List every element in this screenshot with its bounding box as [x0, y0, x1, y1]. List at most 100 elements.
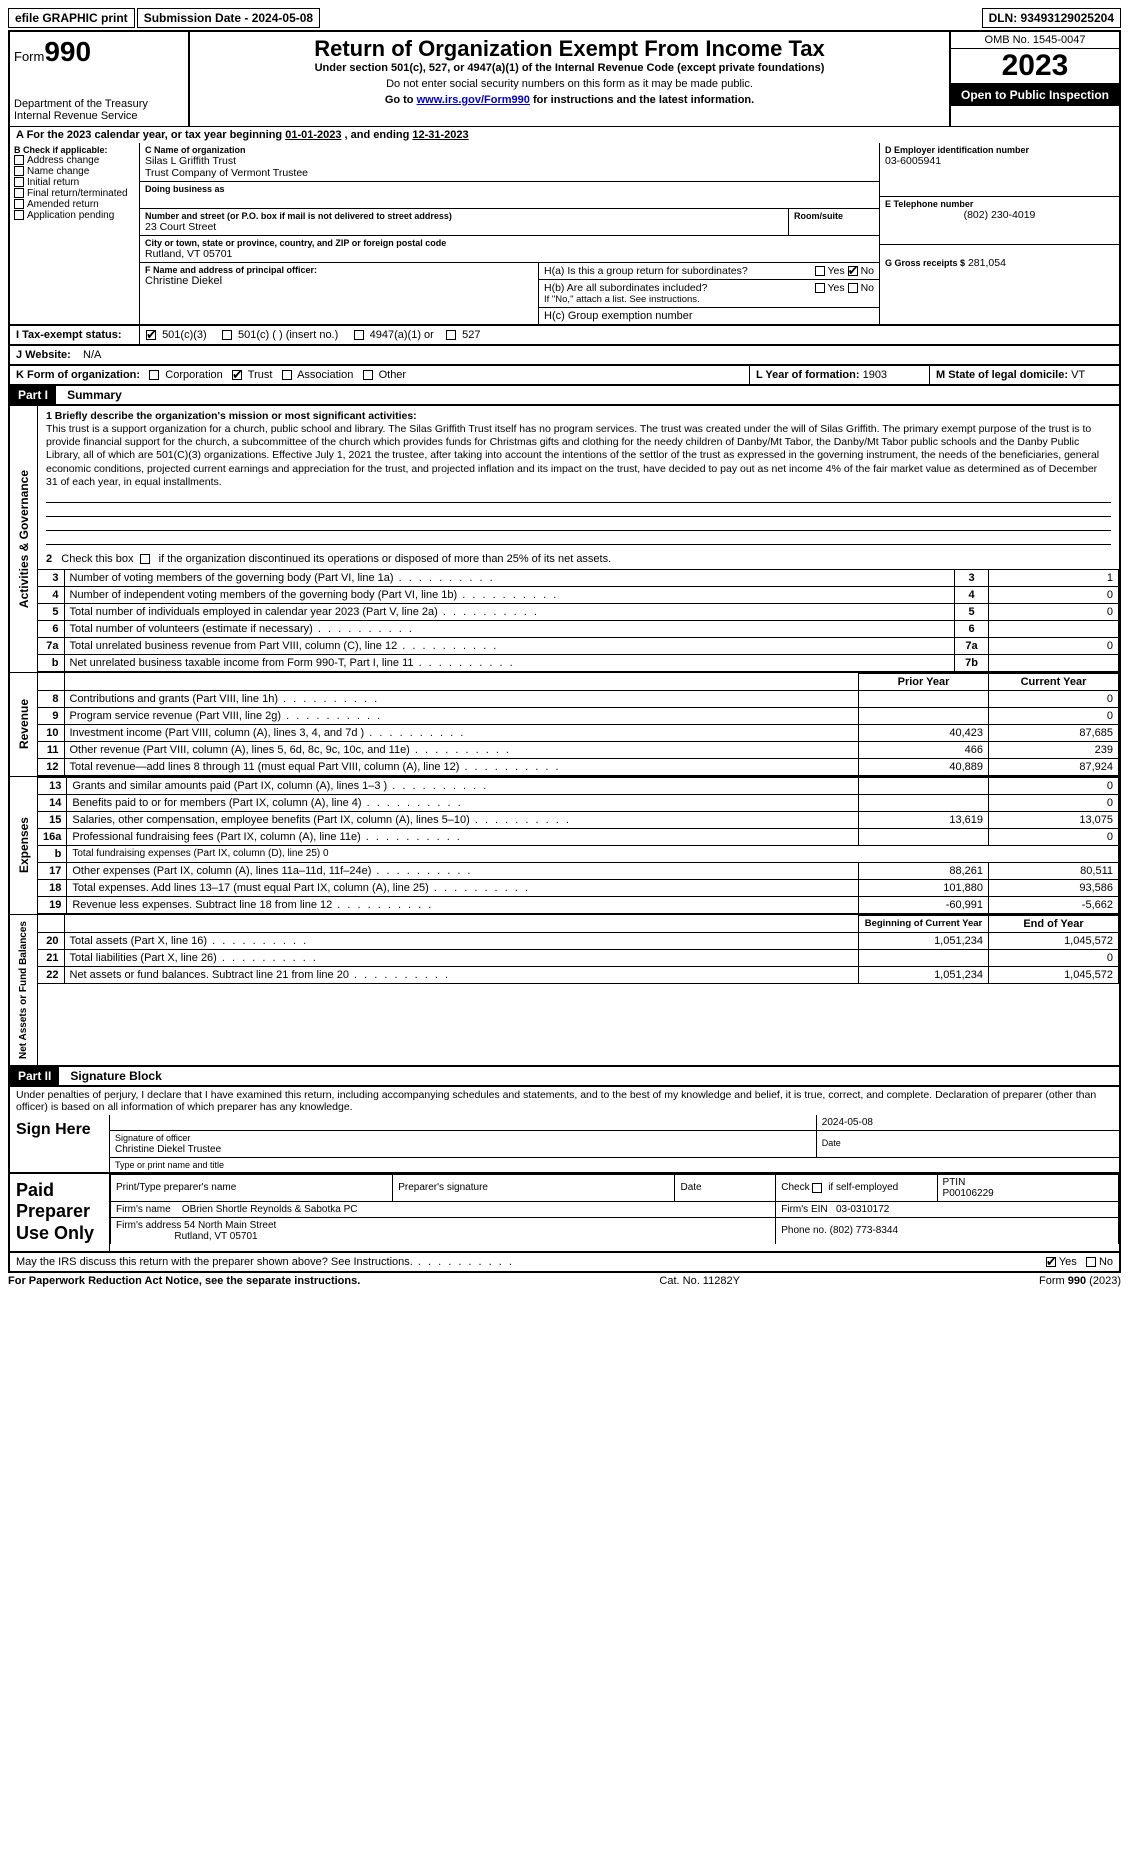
- part2-title: Signature Block: [62, 1067, 169, 1085]
- chk-address-change[interactable]: Address change: [14, 155, 135, 166]
- section-expenses: Expenses 13Grants and similar amounts pa…: [8, 777, 1121, 915]
- dba-cell: Doing business as: [140, 182, 879, 209]
- chk-discontinued[interactable]: [140, 554, 150, 564]
- dept-irs: Internal Revenue Service: [14, 110, 184, 122]
- exp-row: bTotal fundraising expenses (Part IX, co…: [38, 845, 1119, 862]
- rev-table: Prior Year Current Year 8Contributions a…: [38, 673, 1119, 776]
- chk-trust[interactable]: [232, 370, 242, 380]
- mission-text: This trust is a support organization for…: [46, 423, 1111, 489]
- chk-assoc[interactable]: [282, 370, 292, 380]
- current-year-header: Current Year: [989, 673, 1119, 690]
- row-k: K Form of organization: Corporation Trus…: [8, 366, 1121, 386]
- officer-name: Christine Diekel Trustee: [115, 1144, 221, 1155]
- ha-yes[interactable]: [815, 266, 825, 276]
- ha-no[interactable]: [848, 266, 858, 276]
- hb-no[interactable]: [848, 283, 858, 293]
- h-b: H(b) Are all subordinates included? Yes …: [539, 280, 879, 308]
- blank-line: [46, 505, 1111, 517]
- net-table: Beginning of Current Year End of Year 20…: [38, 915, 1119, 984]
- addr-cell: Number and street (or P.O. box if mail i…: [140, 209, 879, 236]
- org-name-1: Silas L Griffith Trust: [145, 155, 874, 167]
- subtitle-2: Do not enter social security numbers on …: [196, 78, 943, 90]
- org-name-cell: C Name of organization Silas L Griffith …: [140, 143, 879, 182]
- part1-badge: Part I: [10, 386, 56, 404]
- f-and-h: F Name and address of principal officer:…: [140, 263, 879, 324]
- col-b-header: B Check if applicable:: [14, 145, 135, 155]
- rev-row: 9Program service revenue (Part VIII, lin…: [38, 707, 1119, 724]
- form-number: 990: [44, 36, 91, 67]
- discuss-no[interactable]: [1086, 1257, 1096, 1267]
- chk-corp[interactable]: [149, 370, 159, 380]
- exp-row: 15Salaries, other compensation, employee…: [38, 811, 1119, 828]
- paid-preparer-section: Paid Preparer Use Only Print/Type prepar…: [8, 1174, 1121, 1253]
- exp-row: 13Grants and similar amounts paid (Part …: [38, 777, 1119, 794]
- footer-right: Form 990 (2023): [1039, 1275, 1121, 1287]
- org-name-label: C Name of organization: [145, 145, 874, 155]
- chk-amended[interactable]: Amended return: [14, 199, 135, 210]
- firm-name: OBrien Shortle Reynolds & Sabotka PC: [182, 1204, 358, 1215]
- irs-link[interactable]: www.irs.gov/Form990: [417, 94, 530, 106]
- side-rev: Revenue: [10, 673, 38, 776]
- col-c: C Name of organization Silas L Griffith …: [140, 143, 879, 324]
- footer: For Paperwork Reduction Act Notice, see …: [8, 1273, 1121, 1289]
- exp-row: 14Benefits paid to or for members (Part …: [38, 794, 1119, 811]
- ein-label: D Employer identification number: [885, 145, 1114, 155]
- exp-row: 18Total expenses. Add lines 13–17 (must …: [38, 879, 1119, 896]
- chk-other[interactable]: [363, 370, 373, 380]
- firm-phone: (802) 773-8344: [830, 1225, 898, 1236]
- gov-table: 3Number of voting members of the governi…: [38, 569, 1119, 672]
- f-name: Christine Diekel: [145, 275, 533, 287]
- side-exp: Expenses: [10, 777, 38, 914]
- exp-row: 16aProfessional fundraising fees (Part I…: [38, 828, 1119, 845]
- end-year-header: End of Year: [989, 915, 1119, 932]
- hb-yes[interactable]: [815, 283, 825, 293]
- gov-row: 6Total number of volunteers (estimate if…: [38, 620, 1119, 637]
- form-word: Form: [14, 49, 44, 64]
- sign-section: Sign Here 2024-05-08 Signature of office…: [8, 1115, 1121, 1174]
- row-j: J Website: N/A: [8, 346, 1121, 366]
- chk-501c3[interactable]: [146, 330, 156, 340]
- f-label: F Name and address of principal officer:: [145, 265, 533, 275]
- chk-501c[interactable]: [222, 330, 232, 340]
- room-label: Room/suite: [794, 211, 874, 221]
- phone-label: E Telephone number: [885, 199, 1114, 209]
- firm-addr2: Rutland, VT 05701: [174, 1231, 257, 1242]
- footer-left: For Paperwork Reduction Act Notice, see …: [8, 1275, 360, 1287]
- chk-final-return[interactable]: Final return/terminated: [14, 188, 135, 199]
- begin-year-header: Beginning of Current Year: [859, 915, 989, 932]
- phone-value: (802) 230-4019: [885, 209, 1114, 221]
- firm-ein: 03-0310172: [836, 1204, 889, 1215]
- open-public: Open to Public Inspection: [951, 84, 1119, 106]
- preparer-date-header: Date: [675, 1174, 776, 1201]
- header-right: OMB No. 1545-0047 2023 Open to Public In…: [949, 32, 1119, 126]
- website-value: N/A: [83, 349, 101, 361]
- mission-block: 1 Briefly describe the organization's mi…: [38, 406, 1119, 549]
- top-bar: efile GRAPHIC print Submission Date - 20…: [8, 8, 1121, 28]
- ein-cell: D Employer identification number 03-6005…: [880, 143, 1119, 197]
- discuss-yes[interactable]: [1046, 1257, 1056, 1267]
- part2-header-row: Part II Signature Block: [8, 1067, 1121, 1087]
- chk-app-pending[interactable]: Application pending: [14, 210, 135, 221]
- addr-label: Number and street (or P.O. box if mail i…: [145, 211, 783, 221]
- firm-addr-label: Firm's address: [116, 1220, 181, 1231]
- rev-row: 12Total revenue—add lines 8 through 11 (…: [38, 758, 1119, 775]
- rev-row: 11Other revenue (Part VIII, column (A), …: [38, 741, 1119, 758]
- row-i-label: I Tax-exempt status:: [10, 326, 140, 344]
- omb-number: OMB No. 1545-0047: [951, 32, 1119, 49]
- gov-row: 3Number of voting members of the governi…: [38, 569, 1119, 586]
- dln: DLN: 93493129025204: [982, 8, 1121, 28]
- ptin-label: PTIN: [943, 1177, 966, 1188]
- hb-note: If "No," attach a list. See instructions…: [544, 294, 874, 305]
- chk-self-employed[interactable]: [812, 1183, 822, 1193]
- part1-title: Summary: [59, 386, 130, 404]
- line-2: 2 Check this box if the organization dis…: [38, 549, 1119, 569]
- chk-527[interactable]: [446, 330, 456, 340]
- chk-initial-return[interactable]: Initial return: [14, 177, 135, 188]
- gov-row: 5Total number of individuals employed in…: [38, 603, 1119, 620]
- net-row: 20Total assets (Part X, line 16)1,051,23…: [38, 932, 1119, 949]
- chk-4947[interactable]: [354, 330, 364, 340]
- chk-name-change[interactable]: Name change: [14, 166, 135, 177]
- footer-mid: Cat. No. 11282Y: [659, 1275, 740, 1287]
- exp-row: 19Revenue less expenses. Subtract line 1…: [38, 896, 1119, 913]
- form-header: Form990 Department of the Treasury Inter…: [8, 30, 1121, 126]
